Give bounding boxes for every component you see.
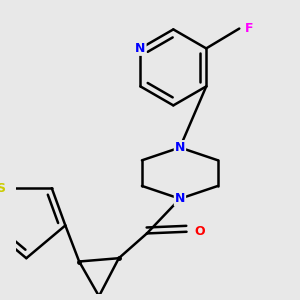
Text: S: S (0, 182, 5, 195)
Text: N: N (135, 42, 146, 55)
Text: F: F (245, 22, 254, 35)
Text: O: O (194, 225, 205, 238)
Text: N: N (175, 192, 185, 205)
Text: N: N (175, 141, 185, 154)
